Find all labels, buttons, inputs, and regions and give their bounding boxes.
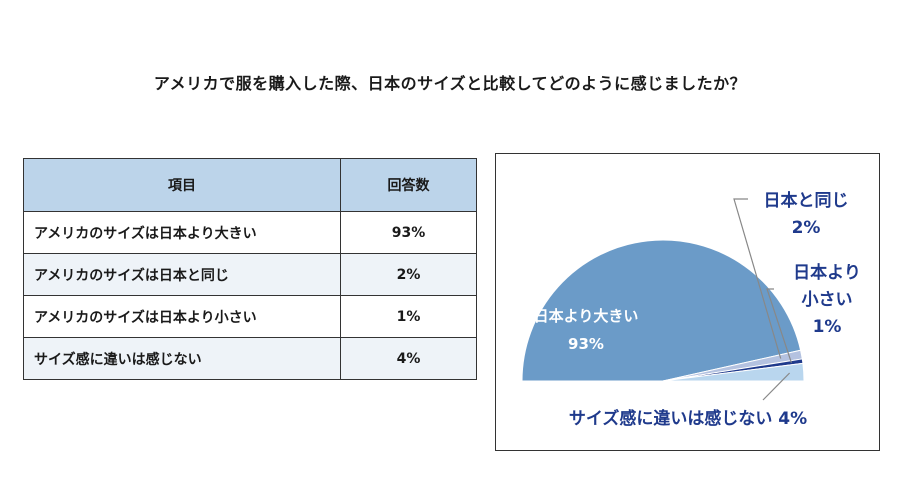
slice-label: サイズ感に違いは感じない 4% [569,408,807,429]
header-value: 回答数 [340,158,477,212]
row-value: 2% [340,253,477,296]
table-row: アメリカのサイズは日本より小さい 1% [23,295,477,338]
header-item: 項目 [23,158,341,212]
row-label: アメリカのサイズは日本より小さい [23,295,341,338]
slice-label: 2% [792,218,821,238]
table-row: サイズ感に違いは感じない 4% [23,337,477,380]
slice-label: 93% [568,335,604,353]
table-row: アメリカのサイズは日本と同じ 2% [23,253,477,296]
pie-slice [521,239,802,382]
row-value: 1% [340,295,477,338]
slice-label: 日本と同じ [764,190,849,211]
row-label: サイズ感に違いは感じない [23,337,341,380]
slice-label: 日本より大きい [534,307,639,325]
chart-frame: 日本より大きい 93% 日本と同じ 2% 日本より小さい 1% サイズ感に違いは感じない 4… [495,153,880,451]
table-header-row: 項目 回答数 [23,158,477,212]
leader-line [766,288,792,363]
row-value: 93% [340,211,477,254]
slice-label: 1% [813,317,842,337]
row-label: アメリカのサイズは日本より大きい [23,211,341,254]
pie-slice [662,362,805,382]
table-row: アメリカのサイズは日本より大きい 93% [23,211,477,254]
slice-label: 日本より [793,262,861,283]
pie-chart: 日本より大きい 93% 日本と同じ 2% 日本より小さい 1% サイズ感に違いは感じない 4… [521,190,861,429]
row-value: 4% [340,337,477,380]
leader-line [733,198,782,359]
row-label: アメリカのサイズは日本と同じ [23,253,341,296]
leader-line [762,372,791,401]
results-table: 項目 回答数 アメリカのサイズは日本より大きい 93% アメリカのサイズは日本と… [23,158,477,380]
survey-question: アメリカで服を購入した際、日本のサイズと比較してどのように感じましたか？ [153,74,747,93]
slice-label: 小さい [802,290,853,310]
